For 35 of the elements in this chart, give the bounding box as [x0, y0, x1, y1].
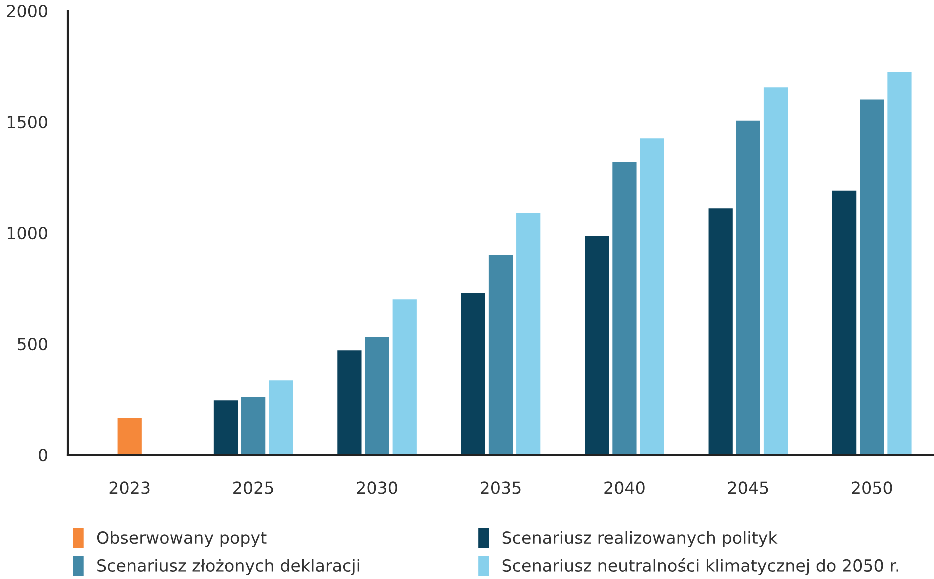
- bar: [640, 138, 664, 455]
- bar: [242, 397, 266, 455]
- bar: [269, 380, 294, 455]
- y-tick-label: 500: [18, 338, 48, 351]
- y-tick-label: 0: [39, 448, 48, 462]
- bar: [214, 400, 238, 455]
- y-tick-label: 1500: [8, 116, 48, 129]
- y-tick-label: 1000: [8, 226, 48, 240]
- legend-label: Scenariusz neutralności klimatycznej do 2050 r.: [502, 558, 899, 576]
- x-tick-label: 2030: [357, 482, 398, 494]
- bar: [585, 236, 610, 455]
- bar: [118, 418, 142, 455]
- bar: [461, 292, 486, 455]
- bar: [338, 350, 362, 455]
- legend-label: Scenariusz złożonych deklaracji: [98, 559, 360, 576]
- legend-label: Scenariusz realizowanych polityk: [502, 531, 778, 548]
- bar: [736, 120, 760, 455]
- bar: [516, 213, 541, 455]
- x-tick-label: 2025: [234, 482, 274, 494]
- bar: [612, 162, 637, 455]
- y-tick-label: 2000: [7, 4, 48, 18]
- bar: [488, 255, 514, 455]
- bar: [392, 300, 417, 455]
- bar: [708, 208, 733, 455]
- x-tick-label: 2035: [481, 482, 521, 494]
- bar: [832, 190, 857, 455]
- bar: [764, 88, 788, 455]
- legend-label: Obserwowany popyt: [97, 531, 267, 548]
- bar: [860, 100, 884, 455]
- bar: [888, 72, 912, 455]
- x-tick-label: 2023: [110, 482, 150, 494]
- bar: [365, 337, 390, 455]
- x-tick-label: 2040: [604, 482, 645, 494]
- x-tick-label: 2045: [728, 482, 768, 494]
- x-tick-label: 2050: [852, 482, 892, 494]
